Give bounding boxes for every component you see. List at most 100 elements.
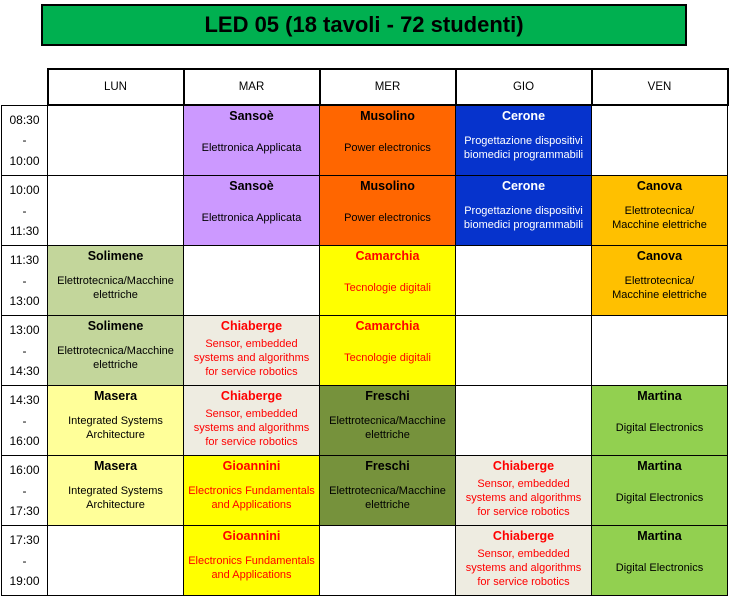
time-end: 16:00 <box>9 433 40 448</box>
time-start: 16:00 <box>9 463 40 478</box>
teacher-name: Canova <box>636 249 683 263</box>
day-header-lun: LUN <box>46 68 185 106</box>
teacher-name: Freschi <box>365 459 410 473</box>
day-header-mar: MAR <box>182 68 321 106</box>
schedule-cell[interactable]: Chiaberge Sensor, embedded systems and a… <box>183 385 320 456</box>
teacher-name: Sansoè <box>229 109 274 123</box>
time-slot: 08:30 - 10:00 <box>1 104 48 176</box>
day-header-mer: MER <box>318 68 457 106</box>
course-name <box>188 248 315 313</box>
course-name: Sensor, embedded systems and algorithms … <box>193 408 310 448</box>
schedule-cell[interactable]: Solimene Elettrotecnica/Macchine elettri… <box>47 245 184 316</box>
corner-spacer <box>2 69 48 105</box>
course-name: Integrated Systems Architecture <box>68 484 163 511</box>
day-header-gio: GIO <box>454 68 593 106</box>
time-separator: - <box>22 203 27 218</box>
schedule-cell[interactable]: Canova Elettrotecnica/ Macchine elettric… <box>591 245 728 316</box>
time-start: 11:30 <box>9 253 40 268</box>
timetable-row: 13:00 - 14:30 Solimene Elettrotecnica/Ma… <box>1 315 728 386</box>
schedule-cell[interactable] <box>455 245 592 316</box>
schedule-cell[interactable] <box>47 525 184 596</box>
course-name: Elettronica Applicata <box>201 211 302 224</box>
course-name: Tecnologie digitali <box>344 281 431 294</box>
schedule-cell[interactable]: Sansoè Elettronica Applicata <box>183 175 320 246</box>
teacher-name: Martina <box>637 529 682 543</box>
teacher-name: Musolino <box>360 109 415 123</box>
schedule-cell[interactable] <box>47 104 184 176</box>
time-end: 10:00 <box>9 153 40 168</box>
teacher-name: Chiaberge <box>220 389 283 403</box>
schedule-cell[interactable] <box>455 385 592 456</box>
teacher-name: Canova <box>636 179 683 193</box>
teacher-name: Solimene <box>87 319 144 333</box>
timetable-row: 08:30 - 10:00 Sansoè Elettronica Applica… <box>1 104 728 176</box>
time-end: 17:30 <box>9 503 40 518</box>
time-start: 08:30 <box>9 113 40 127</box>
schedule-cell[interactable]: Musolino Power electronics <box>319 104 456 176</box>
course-name <box>52 528 179 593</box>
teacher-name: Masera <box>93 389 138 403</box>
course-name: Digital Electronics <box>615 561 704 574</box>
course-name: Sensor, embedded systems and algorithms … <box>465 478 582 518</box>
schedule-cell[interactable]: Chiaberge Sensor, embedded systems and a… <box>455 455 592 526</box>
time-start: 17:30 <box>9 533 40 548</box>
schedule-cell[interactable]: Martina Digital Electronics <box>591 525 728 596</box>
schedule-cell[interactable]: Canova Elettrotecnica/ Macchine elettric… <box>591 175 728 246</box>
schedule-cell[interactable]: Musolino Power electronics <box>319 175 456 246</box>
course-name: Progettazione dispositivi biomedici prog… <box>463 134 584 161</box>
schedule-cell[interactable]: Masera Integrated Systems Architecture <box>47 385 184 456</box>
teacher-name: Gioannini <box>222 459 281 473</box>
schedule-cell[interactable]: Chiaberge Sensor, embedded systems and a… <box>183 315 320 386</box>
schedule-cell[interactable] <box>455 315 592 386</box>
course-name: Tecnologie digitali <box>344 351 431 364</box>
teacher-name: Musolino <box>360 179 415 193</box>
schedule-cell[interactable]: Martina Digital Electronics <box>591 455 728 526</box>
time-separator: - <box>22 343 27 358</box>
course-name: Elettrotecnica/ Macchine elettriche <box>612 274 707 301</box>
schedule-cell[interactable] <box>183 245 320 316</box>
teacher-name: Chiaberge <box>220 319 283 333</box>
time-slot: 11:30 - 13:00 <box>1 245 48 316</box>
schedule-cell[interactable]: Freschi Elettrotecnica/Macchine elettric… <box>319 455 456 526</box>
timetable-row: 17:30 - 19:00 Gioannini Electronics Fund… <box>1 525 728 596</box>
time-end: 11:30 <box>9 223 40 238</box>
course-name <box>460 318 587 383</box>
timetable-grid: LUN MAR MER GIO VEN 08:30 - 10:00 Sansoè… <box>1 68 729 596</box>
teacher-name: Cerone <box>501 109 546 123</box>
time-slot: 13:00 - 14:30 <box>1 315 48 386</box>
schedule-cell[interactable] <box>591 315 728 386</box>
course-name <box>324 528 451 593</box>
timetable-row: 10:00 - 11:30 Sansoè Elettronica Applica… <box>1 175 728 246</box>
course-name: Integrated Systems Architecture <box>68 414 163 441</box>
course-name: Elettrotecnica/Macchine elettriche <box>329 484 446 511</box>
teacher-name: Martina <box>637 389 682 403</box>
schedule-cell[interactable]: Chiaberge Sensor, embedded systems and a… <box>455 525 592 596</box>
time-separator: - <box>22 413 27 428</box>
schedule-cell[interactable] <box>319 525 456 596</box>
course-name <box>460 248 587 313</box>
day-header-ven: VEN <box>590 68 729 106</box>
schedule-cell[interactable] <box>47 175 184 246</box>
teacher-name: Sansoè <box>229 179 274 193</box>
schedule-cell[interactable]: Gioannini Electronics Fundamentals and A… <box>183 455 320 526</box>
time-end: 13:00 <box>9 293 40 308</box>
teacher-name: Chiaberge <box>492 459 555 473</box>
course-name: Elettrotecnica/Macchine elettriche <box>57 274 174 301</box>
schedule-cell[interactable]: Freschi Elettrotecnica/Macchine elettric… <box>319 385 456 456</box>
time-separator: - <box>22 553 27 568</box>
schedule-cell[interactable] <box>591 104 728 176</box>
course-name <box>460 388 587 453</box>
schedule-cell[interactable]: Sansoè Elettronica Applicata <box>183 104 320 176</box>
time-separator: - <box>22 273 27 288</box>
schedule-cell[interactable]: Camarchia Tecnologie digitali <box>319 245 456 316</box>
schedule-cell[interactable]: Cerone Progettazione dispositivi biomedi… <box>455 104 592 176</box>
schedule-cell[interactable]: Masera Integrated Systems Architecture <box>47 455 184 526</box>
time-slot: 14:30 - 16:00 <box>1 385 48 456</box>
schedule-cell[interactable]: Camarchia Tecnologie digitali <box>319 315 456 386</box>
schedule-cell[interactable]: Cerone Progettazione dispositivi biomedi… <box>455 175 592 246</box>
schedule-cell[interactable]: Solimene Elettrotecnica/Macchine elettri… <box>47 315 184 386</box>
teacher-name: Camarchia <box>355 249 420 263</box>
schedule-cell[interactable]: Gioannini Electronics Fundamentals and A… <box>183 525 320 596</box>
teacher-name: Cerone <box>501 179 546 193</box>
schedule-cell[interactable]: Martina Digital Electronics <box>591 385 728 456</box>
